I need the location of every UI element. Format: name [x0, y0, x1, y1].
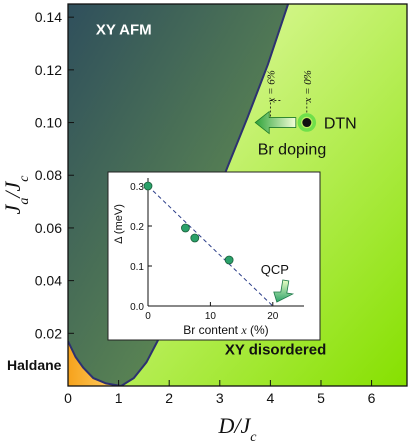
label-dtn: DTN: [324, 116, 357, 133]
inset-plot: 0 10 20 0.0 0.1 0.2 0.3 QCP Br content x (%) Δ…: [107, 171, 321, 341]
doping-marker-label: x = 0%: [302, 70, 314, 103]
inset-y-axis-title: Δ (meV): [113, 204, 125, 244]
inset-x-tick-label: 0: [145, 311, 151, 322]
dtn-point: [297, 113, 317, 132]
inset-background: [107, 171, 321, 341]
x-tick-label: 6: [368, 390, 376, 406]
inset-data-point: [143, 181, 153, 191]
label-qcp: QCP: [261, 262, 289, 277]
doping-markers: x = 0% x = 6%: [265, 70, 314, 117]
inset-data-points: [143, 181, 234, 265]
y-tick-label: 0.02: [35, 325, 62, 341]
x-tick-label: 2: [165, 390, 173, 406]
label-xy-disordered: XY disordered: [225, 341, 326, 358]
inset-y-tick-label: 0.0: [130, 302, 144, 313]
y-tick-label: 0.06: [35, 220, 62, 236]
inset-y-tick-label: 0.2: [130, 222, 144, 233]
label-br-doping: Br doping: [258, 142, 327, 159]
y-tick-label: 0.10: [35, 115, 62, 131]
y-tick-label: 0.12: [35, 62, 62, 78]
inset-x-tick-label: 20: [267, 311, 279, 322]
qcp-arrow: [273, 279, 295, 303]
inset-data-point: [224, 255, 234, 265]
x-tick-label: 0: [64, 390, 72, 406]
main-plot-frame: [67, 3, 408, 387]
inset-axis-ticks: 0 10 20 0.0 0.1 0.2 0.3: [130, 178, 304, 322]
br-doping-arrow: [254, 110, 297, 135]
inset-data-point: [181, 223, 190, 233]
inset-x-tick-label: 10: [205, 311, 217, 322]
inset-data-point: [190, 233, 200, 243]
x-tick-label: 4: [266, 390, 274, 406]
x-tick-label: 3: [216, 390, 224, 406]
x-tick-label: 1: [115, 390, 123, 406]
inset-x-axis-title: Br content x (%): [183, 323, 268, 337]
x-tick-label: 5: [317, 390, 325, 406]
region-haldane: [68, 341, 122, 386]
inset-y-tick-label: 0.1: [130, 262, 144, 273]
x-axis-title: D/Jc: [218, 413, 258, 442]
y-tick-label: 0.08: [35, 167, 62, 183]
y-tick-label: 0.14: [35, 9, 62, 25]
label-xy-afm: XY AFM: [96, 21, 152, 38]
inset-fit-line: [147, 185, 274, 307]
label-haldane: Haldane: [7, 357, 62, 373]
y-axis-title: Ja/Jc: [0, 175, 32, 215]
main-axis-ticks: 0 1 2 3 4 5 60.020.040.060.080.100.120.14: [35, 9, 376, 406]
doping-marker-label: x = 6%: [265, 70, 277, 103]
y-tick-label: 0.04: [35, 273, 62, 289]
inset-y-tick-label: 0.3: [130, 182, 144, 193]
phase-boundary-curve: [68, 4, 290, 386]
